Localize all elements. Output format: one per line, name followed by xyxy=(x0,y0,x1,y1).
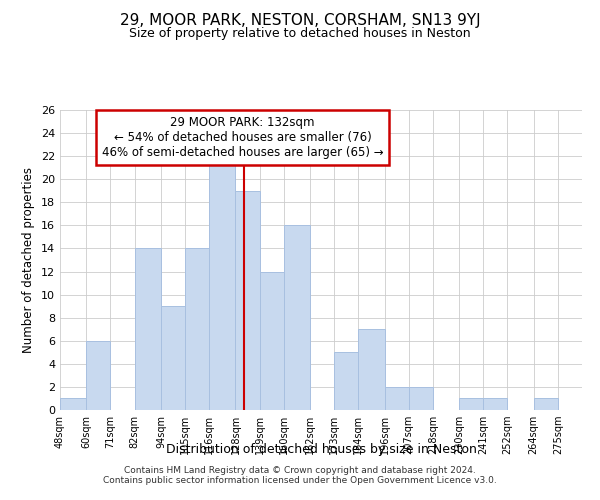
Text: Contains HM Land Registry data © Crown copyright and database right 2024.
Contai: Contains HM Land Registry data © Crown c… xyxy=(103,466,497,485)
Bar xyxy=(185,248,209,410)
Bar xyxy=(358,329,385,410)
Bar xyxy=(534,398,558,410)
Text: 29, MOOR PARK, NESTON, CORSHAM, SN13 9YJ: 29, MOOR PARK, NESTON, CORSHAM, SN13 9YJ xyxy=(119,12,481,28)
Bar xyxy=(385,387,409,410)
Bar xyxy=(60,398,86,410)
Bar xyxy=(334,352,358,410)
Text: Distribution of detached houses by size in Neston: Distribution of detached houses by size … xyxy=(166,442,476,456)
Bar xyxy=(459,398,484,410)
Bar xyxy=(484,398,508,410)
Bar xyxy=(260,272,284,410)
Bar xyxy=(209,156,235,410)
Bar xyxy=(284,226,310,410)
Bar xyxy=(86,341,110,410)
Text: Size of property relative to detached houses in Neston: Size of property relative to detached ho… xyxy=(129,28,471,40)
Y-axis label: Number of detached properties: Number of detached properties xyxy=(22,167,35,353)
Bar xyxy=(235,191,260,410)
Text: 29 MOOR PARK: 132sqm
← 54% of detached houses are smaller (76)
46% of semi-detac: 29 MOOR PARK: 132sqm ← 54% of detached h… xyxy=(102,116,383,159)
Bar xyxy=(409,387,433,410)
Bar xyxy=(161,306,185,410)
Bar xyxy=(134,248,161,410)
